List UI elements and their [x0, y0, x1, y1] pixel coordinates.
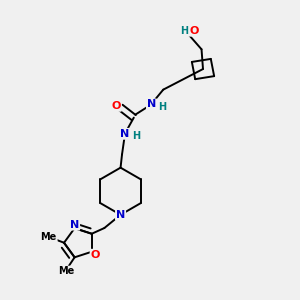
Text: H: H [159, 102, 167, 112]
Text: N: N [120, 129, 130, 139]
Text: O: O [190, 26, 199, 36]
Text: H: H [180, 26, 188, 36]
Text: H: H [132, 131, 140, 141]
Text: N: N [147, 99, 156, 110]
Text: O: O [91, 250, 100, 260]
Text: N: N [70, 220, 79, 230]
Text: Me: Me [40, 232, 57, 242]
Text: Me: Me [58, 266, 74, 276]
Text: O: O [112, 101, 121, 111]
Text: N: N [116, 210, 125, 220]
